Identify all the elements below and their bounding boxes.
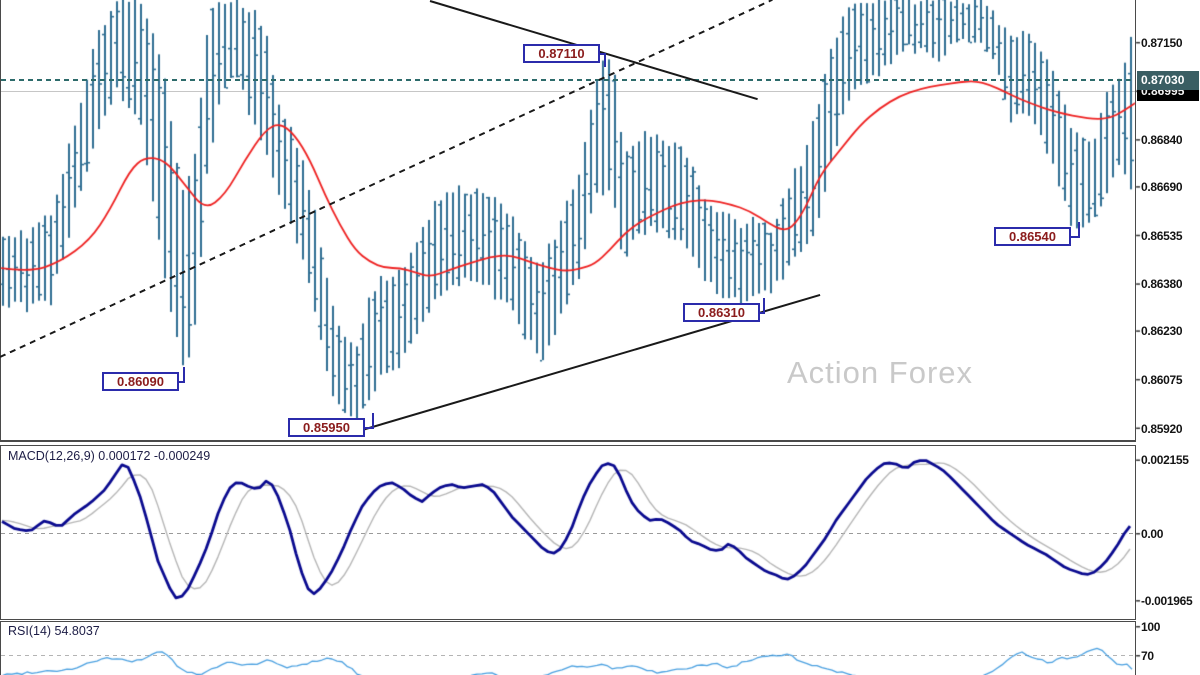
axis-label-price: 0.86075 [1141,372,1183,387]
price-label-box[interactable]: 0.86540 [994,227,1071,246]
current-price-tag: 0.87030 [1137,71,1199,90]
level-price-tag: 0.86995 [1137,88,1199,101]
price-label-connector [760,312,765,314]
price-label-connector [604,53,606,67]
price-label-connector [1071,236,1080,238]
axis-label-rsi: 100 [1141,619,1161,634]
macd-indicator-label: MACD(12,26,9) 0.000172 -0.000249 [8,449,211,463]
price-label-box[interactable]: 0.85950 [288,418,365,437]
level-price-tag-text: 0.86995 [1141,88,1185,98]
price-label-connector [372,413,374,427]
price-label-box[interactable]: 0.86090 [102,372,179,391]
price-label-box[interactable]: 0.87110 [523,44,600,63]
price-label-connector [1078,222,1080,236]
axis-label-price: 0.86690 [1141,180,1183,195]
axis-label-price: 0.86535 [1141,228,1183,243]
axis-label-price: 0.87150 [1141,35,1183,50]
price-label-connector [183,367,185,381]
rsi-indicator-label: RSI(14) 54.8037 [8,624,100,638]
axis-label-macd: 0.00 [1141,527,1164,541]
axis-label-macd: -0.001965 [1141,594,1193,609]
price-label-connector [365,427,374,429]
axis-label-price: 0.86380 [1141,277,1183,292]
axis-label-price: 0.86230 [1141,324,1183,339]
price-label-connector [600,53,606,55]
axis-label-rsi: 70 [1141,649,1154,663]
price-label-box[interactable]: 0.86310 [683,303,760,322]
axis-label-price: 0.86840 [1141,133,1183,148]
price-label-connector [763,298,765,312]
axis-label-price: 0.85920 [1141,421,1183,436]
price-label-connector [179,381,185,383]
axis-label-macd: 0.002155 [1141,453,1189,468]
current-price-line [1,79,1135,81]
